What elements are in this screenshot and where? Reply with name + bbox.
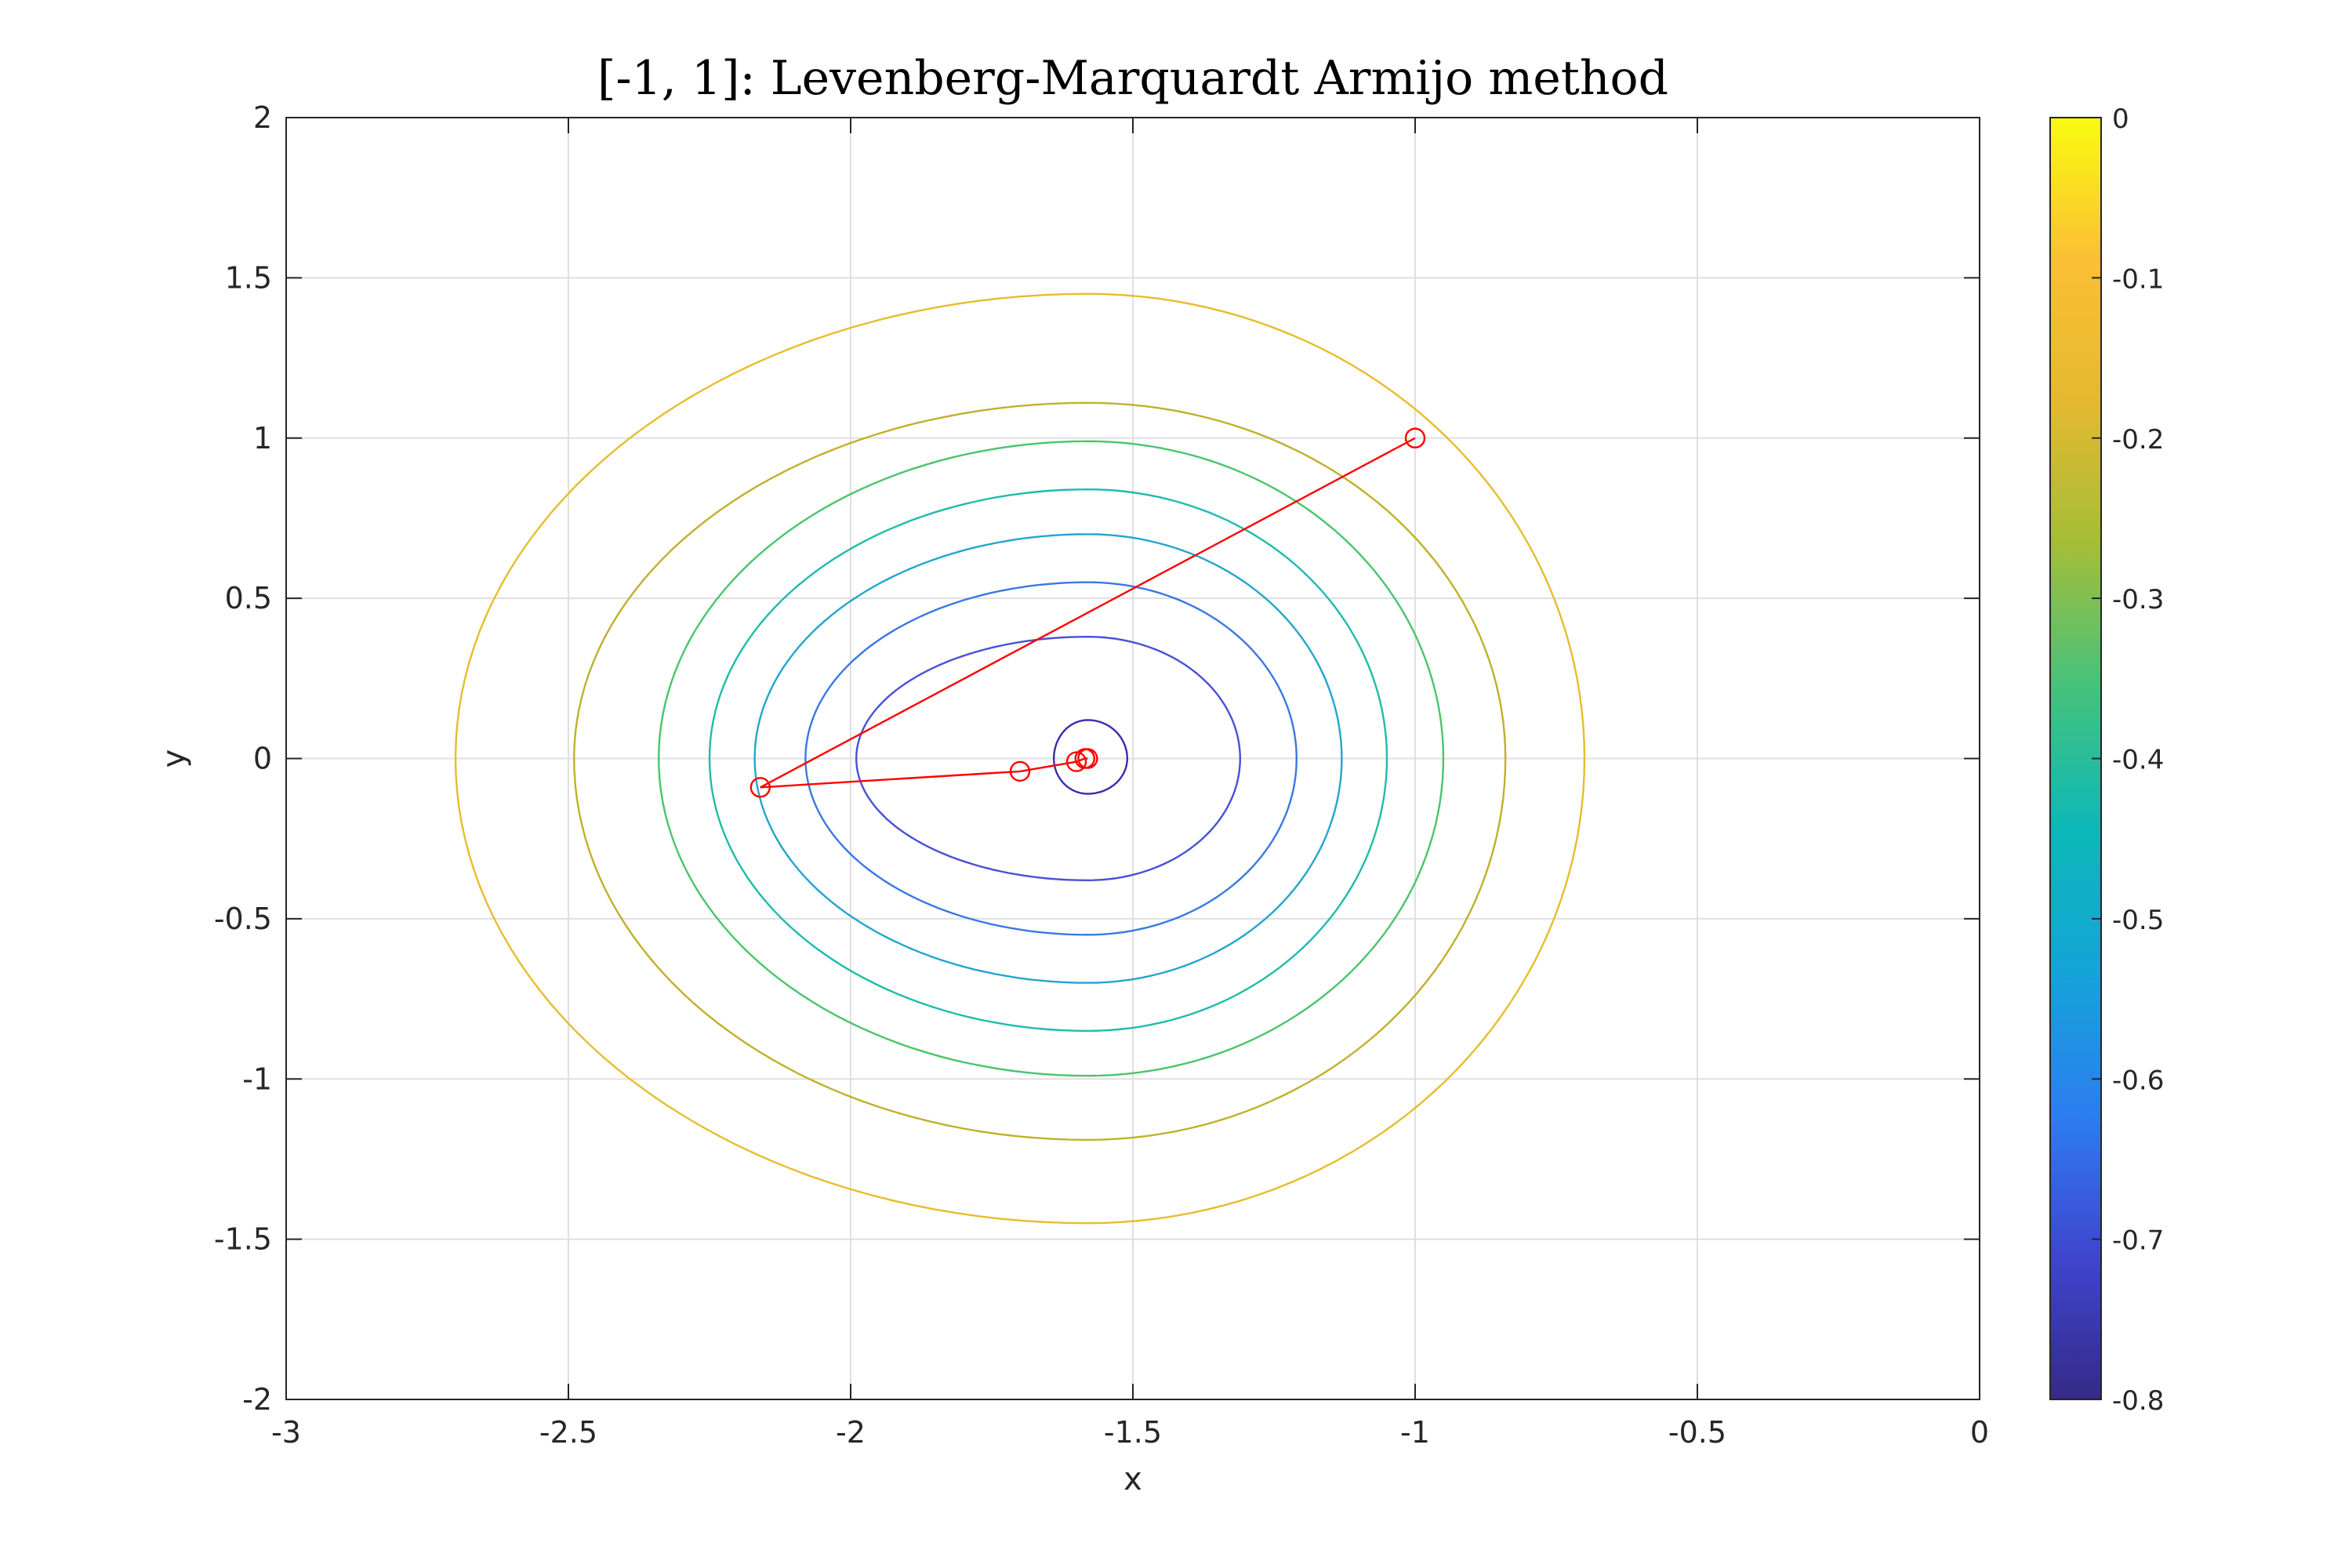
colorbar-ticks: 0 -0.1 -0.2 -0.3 -0.4 -0.5 -0.6 -0.7 -0.8 (2092, 103, 2164, 1417)
y-tick-label: 1.5 (225, 260, 272, 295)
path-marker (750, 777, 771, 798)
contour-line (753, 533, 1343, 984)
y-tick-label: 2 (253, 100, 272, 135)
y-tick-label: -2 (242, 1382, 272, 1417)
x-axis-label: x (1123, 1461, 1142, 1497)
contour-lines (454, 292, 1586, 1225)
x-tick-label: -2.5 (539, 1415, 597, 1450)
colorbar-tick-label: -0.3 (2112, 584, 2164, 615)
colorbar-tick-label: -0.8 (2112, 1385, 2164, 1417)
contour-line (855, 635, 1241, 882)
y-tick-label: 1 (253, 421, 272, 456)
x-tick-label: -0.5 (1668, 1415, 1726, 1450)
path-marker (1404, 427, 1426, 448)
y-tick-label: 0 (253, 742, 272, 776)
path-marker (1009, 760, 1031, 782)
contour-line (804, 581, 1298, 936)
axis-ticks: -3 -2.5 -2 -1.5 -1 -0.5 0 2 1.5 1 0.5 0 -0.5 -1 -1.5 -2 (214, 100, 1989, 1450)
colorbar-tick-label: -0.6 (2112, 1065, 2164, 1096)
y-tick-label: -1 (242, 1062, 272, 1096)
colorbar-tick-label: -0.7 (2112, 1225, 2164, 1257)
y-axis-label: y (156, 750, 192, 768)
colorbar-tick-label: 0 (2112, 103, 2129, 135)
y-tick-label: 0.5 (225, 581, 272, 615)
chart-title: [-1, 1]: Levenberg-Marquardt Armijo meth… (597, 51, 1668, 106)
path-marker (1077, 748, 1098, 769)
colorbar-tick-label: -0.4 (2112, 745, 2164, 776)
x-tick-label: -1 (1400, 1415, 1430, 1450)
y-tick-label: -0.5 (214, 902, 272, 936)
contour-line (1052, 719, 1129, 795)
contour-line (572, 401, 1507, 1142)
contour-line (657, 440, 1445, 1077)
contour-line (454, 292, 1586, 1225)
x-tick-label: -3 (271, 1415, 301, 1450)
y-tick-label: -1.5 (214, 1222, 272, 1257)
colorbar-tick-label: -0.1 (2112, 263, 2164, 295)
x-tick-label: 0 (1970, 1415, 1989, 1450)
colorbar-tick-label: -0.5 (2112, 905, 2164, 936)
x-tick-label: -1.5 (1104, 1415, 1162, 1450)
x-tick-label: -2 (836, 1415, 866, 1450)
colorbar-tick-label: -0.2 (2112, 424, 2164, 456)
colorbar: 0 -0.1 -0.2 -0.3 -0.4 -0.5 -0.6 -0.7 -0.8 (2049, 103, 2164, 1417)
grid (285, 117, 1980, 1400)
contour-line (708, 488, 1388, 1033)
optimization-path (750, 427, 1426, 798)
path-marker (1065, 751, 1087, 772)
